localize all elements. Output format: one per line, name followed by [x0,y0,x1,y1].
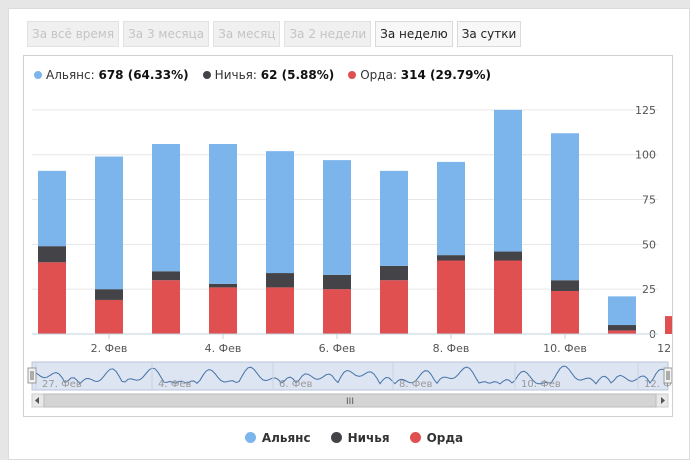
bar-Орда[interactable] [494,260,522,334]
legend-label: Орда [426,431,464,445]
bar-Орда[interactable] [380,280,408,334]
bar-Орда[interactable] [437,260,465,334]
bar-Альянс[interactable] [608,296,636,326]
legend-label: Альянс [261,431,311,445]
bar-Орда[interactable] [608,330,636,334]
legend-label: Ничья: [214,68,261,82]
legend-value: 62 (5.88%) [260,68,335,82]
bar-Ничья[interactable] [209,283,237,288]
bar-Орда[interactable] [209,287,237,334]
bar-Орда[interactable] [323,289,351,334]
bar-Ничья[interactable] [152,271,180,281]
bar-Ничья[interactable] [38,246,66,263]
x-tick-label: 8. Фев [433,342,470,355]
legend-dot-icon [330,432,342,443]
navigator-label: 4. Фев [158,379,191,390]
tab-1[interactable]: За 3 месяца [123,21,210,47]
legend-summary: Альянс: 678 (64.33%) Ничья: 62 (5.88%) Орд… [34,68,505,82]
legend-summary-item[interactable]: Орда: 314 (29.79%) [348,68,491,82]
bar-Орда[interactable] [152,280,180,334]
y-tick-label: 25 [642,283,656,296]
bar-Альянс[interactable] [209,143,237,284]
y-axis: 0255075100125 [635,104,656,341]
bar-Орда[interactable] [665,316,672,334]
navigator-label: 27. Фев [42,379,82,390]
bars [38,109,672,334]
navigator-label: 12. Фев [644,379,672,390]
bar-Альянс[interactable] [437,161,465,256]
tab-2[interactable]: За месяц [213,21,281,47]
legend-dot-icon [348,71,357,79]
bar-Альянс[interactable] [152,143,180,272]
x-axis: 2. Фев 4. Фев 6. Фев 8. Фев 10. Фев 12. Фев [32,333,672,355]
scrollbar-grip: III [346,397,354,407]
legend-summary-item[interactable]: Ничья: 62 (5.88%) [202,68,335,82]
legend-dot-icon [409,432,421,443]
legend-item[interactable]: Альянс [244,431,311,445]
legend-label: Ничья [347,431,390,445]
chart-panel: За всё время За 3 месяца За месяц За 2 неде… [8,8,690,460]
legend-bottom: Альянс Ничья Орда [9,431,690,445]
x-tick-label: 6. Фев [319,342,356,355]
bar-Ничья[interactable] [380,265,408,281]
bar-Альянс[interactable] [266,151,294,274]
bar-Орда[interactable] [95,299,123,334]
bar-Ничья[interactable] [551,280,579,291]
y-tick-label: 50 [642,238,656,251]
legend-label: Орда: [360,68,401,82]
bar-Ничья[interactable] [323,274,351,290]
tab-3[interactable]: За 2 недели [284,21,372,47]
legend-item[interactable]: Ничья [330,431,390,445]
bar-Альянс[interactable] [380,170,408,266]
bar-Альянс[interactable] [494,109,522,252]
legend-dot-icon [34,71,42,79]
legend-label: Альянс: [46,68,99,82]
navigator-handle[interactable] [27,367,37,384]
navigator-label: 6. Фев [279,379,312,390]
tab-5[interactable]: За сутки [456,21,522,47]
legend-summary-item[interactable]: Альянс: 678 (64.33%) [34,68,189,82]
x-tick-label: 10. Фев [543,342,587,355]
bar-Ничья[interactable] [437,255,465,261]
x-tick-label: 2. Фев [91,342,128,355]
bar-Ничья[interactable] [608,325,636,331]
tab-0[interactable]: За всё время [27,21,120,47]
bar-Орда[interactable] [38,262,66,334]
navigator-label: 8. Фев [399,379,432,390]
scrollbar-thumb[interactable] [43,393,657,408]
chart-container: Альянс: 678 (64.33%) Ничья: 62 (5.88%) Орд… [23,55,673,417]
legend-dot-icon [202,71,211,79]
bar-Орда[interactable] [551,290,579,334]
bar-Ничья[interactable] [494,251,522,261]
bar-Ничья[interactable] [95,289,123,300]
navigator-handle[interactable] [663,367,672,384]
navigator-mask[interactable] [31,361,669,391]
bar-Ничья[interactable] [266,273,294,288]
tab-4[interactable]: За неделю [375,21,453,47]
bar-Орда[interactable] [266,287,294,334]
y-tick-label: 100 [635,149,656,162]
x-tick-label: 4. Фев [205,342,242,355]
navigator-label: 10. Фев [521,379,561,390]
bar-Альянс[interactable] [323,160,351,275]
bar-Альянс[interactable] [551,133,579,281]
legend-value: 678 (64.33%) [98,68,189,82]
legend-item[interactable]: Орда [409,431,464,445]
legend-dot-icon [244,432,256,443]
scroll-left-arrow-icon[interactable] [35,397,39,404]
y-tick-label: 75 [642,194,656,207]
navigator-series [32,365,669,385]
scroll-right-arrow-icon[interactable] [661,397,665,404]
x-tick-label: 12. Фев [657,342,672,355]
bar-Альянс[interactable] [95,156,123,290]
legend-value: 314 (29.79%) [400,68,491,82]
period-tabs: За всё время За 3 месяца За месяц За 2 неде… [27,21,525,49]
y-tick-label: 125 [635,104,656,117]
navigator: 27. Фев 4. Фев 6. Фев 8. Фев 10. Фев 12. Фев I… [27,361,672,408]
bar-Альянс[interactable] [38,170,66,247]
